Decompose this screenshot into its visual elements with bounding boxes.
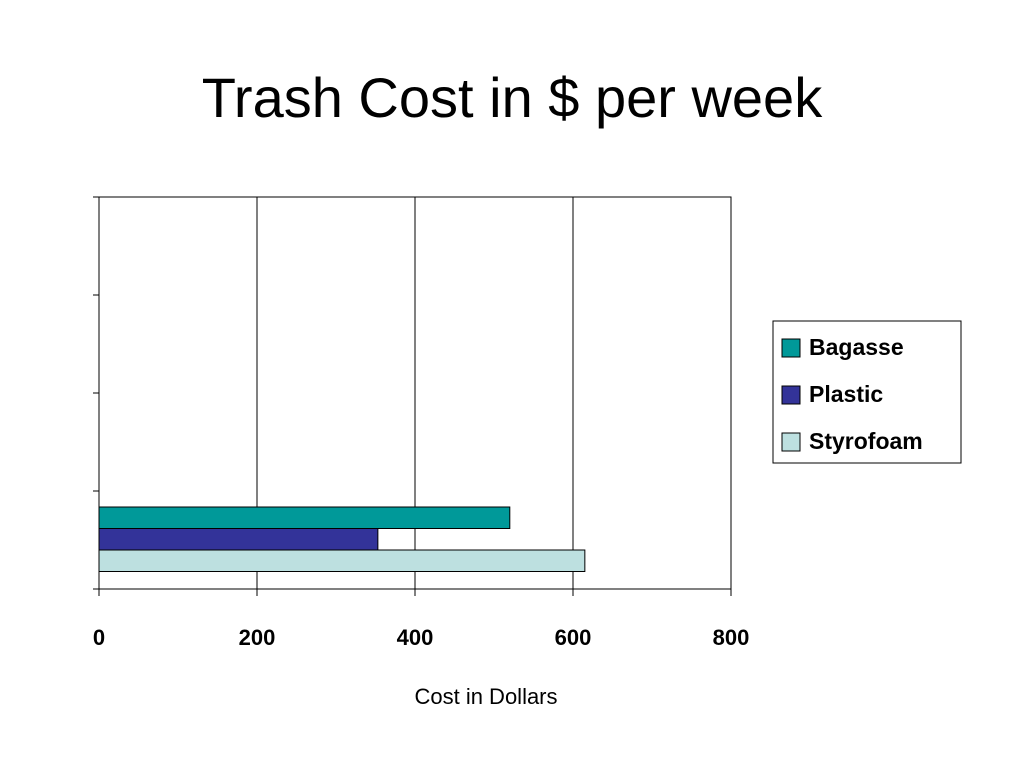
legend-swatch-bagasse [781,338,801,358]
x-tick-labels: 0 200 400 600 800 [93,625,749,650]
legend-swatch-styrofoam [781,432,801,452]
legend-label-bagasse: Bagasse [809,334,904,360]
x-tick-label: 200 [239,625,276,650]
x-tick-label: 0 [93,625,105,650]
x-tick-label: 600 [555,625,592,650]
x-axis-title: Cost in Dollars [414,684,557,709]
x-tick-label: 400 [397,625,434,650]
legend-label-plastic: Plastic [809,381,883,407]
slide-title: Trash Cost in $ per week [201,66,823,129]
legend-box [772,320,962,464]
bars [98,506,586,572]
bar-bagasse [98,506,511,529]
legend-swatch-plastic [781,385,801,405]
bar-plastic [98,528,379,551]
legend-label-styrofoam: Styrofoam [809,428,923,454]
bar-styrofoam [98,549,586,572]
x-tick-label: 800 [713,625,750,650]
legend: Bagasse Plastic Styrofoam [772,320,962,464]
